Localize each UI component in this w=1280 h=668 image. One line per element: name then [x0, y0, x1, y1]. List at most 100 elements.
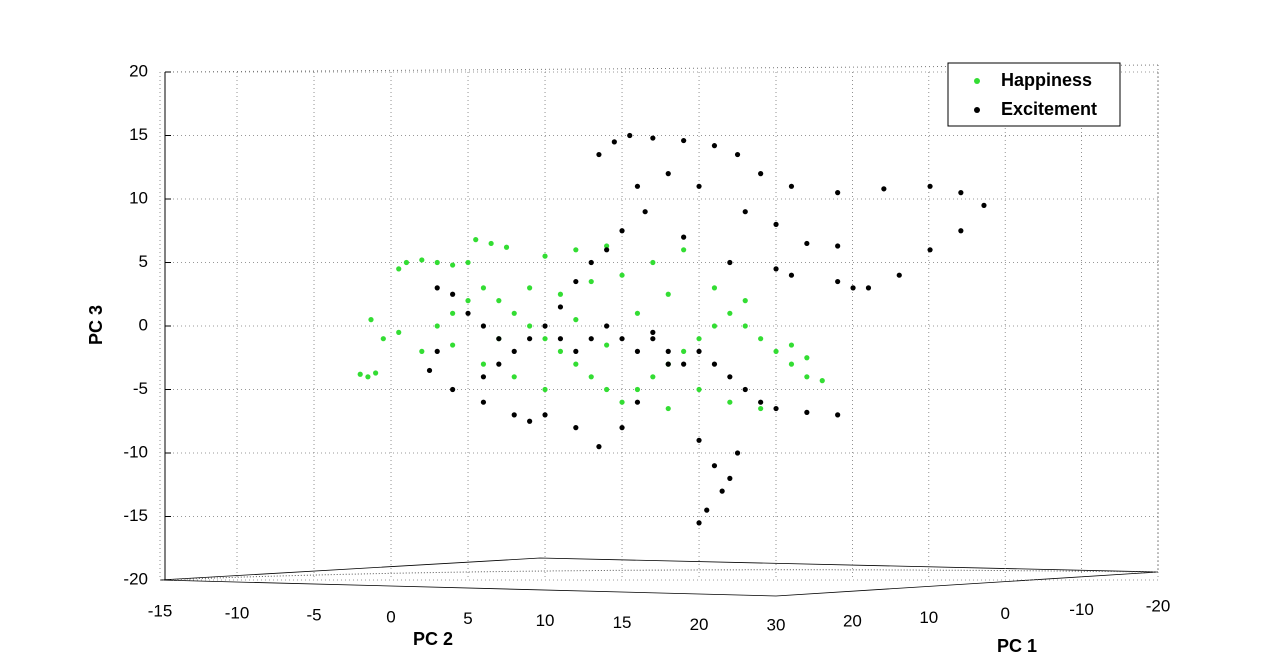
point — [773, 266, 779, 272]
point — [619, 336, 625, 342]
x-tick-label: -10 — [225, 603, 250, 622]
x2-tick-label: 30 — [767, 615, 786, 634]
z-tick-label: -20 — [123, 569, 148, 588]
point — [596, 151, 602, 158]
point — [704, 507, 710, 513]
point — [480, 285, 487, 291]
point — [604, 342, 610, 348]
point — [557, 348, 564, 354]
x2-tick-label: 20 — [843, 612, 862, 631]
point — [557, 291, 564, 297]
point — [619, 272, 625, 278]
legend-marker — [974, 78, 980, 84]
x-tick-label: 5 — [463, 609, 472, 628]
point — [681, 247, 687, 253]
point — [719, 488, 725, 494]
point — [511, 310, 517, 316]
point — [850, 285, 856, 291]
point — [588, 336, 594, 342]
point — [465, 310, 471, 316]
point — [958, 190, 964, 196]
point — [557, 336, 564, 342]
point — [727, 399, 733, 405]
point — [450, 291, 456, 297]
point — [927, 247, 933, 253]
legend-label: Happiness — [1001, 70, 1092, 90]
point — [450, 342, 456, 348]
point — [573, 247, 579, 253]
z-tick-label: -5 — [133, 379, 148, 398]
point — [650, 259, 656, 266]
point — [727, 475, 733, 481]
point — [604, 386, 610, 393]
z-tick-label: 0 — [139, 315, 148, 334]
point — [681, 234, 687, 240]
z-axis-label: PC 3 — [86, 305, 106, 345]
x-tick-label: 0 — [386, 607, 395, 626]
point — [542, 412, 548, 418]
point — [419, 348, 425, 354]
point — [542, 386, 548, 393]
point — [650, 135, 656, 141]
point — [588, 374, 594, 380]
point — [711, 323, 718, 329]
point — [511, 374, 517, 380]
point — [465, 259, 471, 266]
point — [773, 221, 779, 227]
point — [958, 228, 964, 234]
x-tick-label: 15 — [613, 613, 632, 632]
point — [573, 278, 579, 285]
point — [596, 444, 602, 450]
point — [711, 361, 718, 367]
point — [681, 348, 687, 354]
z-tick-label: -10 — [123, 442, 148, 461]
point — [604, 243, 610, 249]
point — [496, 336, 502, 342]
box-edge — [164, 64, 1159, 73]
point — [804, 355, 810, 361]
x-tick-label: -15 — [148, 601, 173, 620]
z-tick-label: 5 — [139, 252, 148, 271]
x2-tick-label: 10 — [919, 608, 938, 627]
point — [380, 336, 386, 342]
point — [465, 298, 471, 304]
point — [727, 259, 733, 266]
point — [642, 209, 648, 215]
point — [542, 253, 548, 259]
point — [450, 262, 456, 268]
legend-marker — [974, 107, 980, 113]
point — [480, 361, 487, 367]
point — [696, 348, 702, 354]
point — [434, 259, 440, 266]
point — [634, 310, 641, 316]
floor-outline — [159, 557, 1159, 597]
x2-tick-label: -10 — [1069, 600, 1094, 619]
point — [473, 237, 479, 243]
point — [665, 291, 671, 297]
point — [696, 437, 702, 443]
point — [619, 399, 625, 405]
point — [419, 257, 425, 263]
point — [588, 278, 594, 285]
point — [450, 310, 456, 316]
point — [696, 183, 702, 189]
point — [804, 374, 810, 380]
point — [503, 244, 510, 250]
point — [365, 374, 371, 380]
point — [742, 323, 748, 329]
point — [627, 132, 633, 139]
point — [604, 323, 610, 329]
point — [527, 418, 533, 424]
point — [665, 405, 671, 412]
point — [665, 171, 671, 177]
point — [742, 298, 748, 304]
point — [480, 323, 487, 329]
x2-tick-label: 0 — [1000, 604, 1009, 623]
point — [734, 450, 741, 456]
point — [758, 336, 764, 342]
point — [588, 259, 594, 266]
point — [773, 348, 779, 354]
point — [634, 399, 641, 405]
point — [711, 285, 718, 291]
